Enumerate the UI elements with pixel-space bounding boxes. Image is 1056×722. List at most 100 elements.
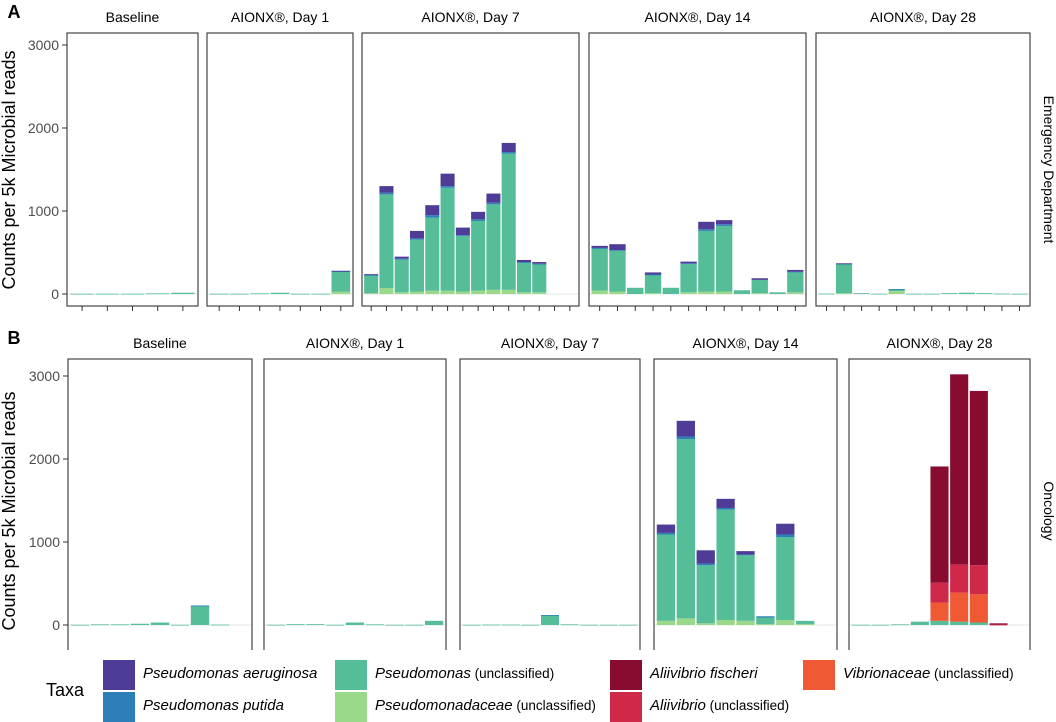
bar-segment [394, 258, 409, 260]
bar-segment [486, 193, 501, 203]
facet-1-4: AIONX®, Day 28 [848, 335, 1031, 650]
facet-1-2: AIONX®, Day 7 [459, 335, 641, 650]
bar-segment [969, 594, 988, 623]
bar-segment [385, 624, 404, 626]
legend-suffix: (unclassified) [705, 698, 790, 713]
bar-segment [736, 555, 755, 621]
y-axis-label: Counts per 5k Microbial reads [0, 50, 19, 289]
bar-segment [609, 250, 626, 251]
bar-segment [591, 290, 608, 294]
bar-segment [776, 537, 795, 621]
bar-segment [394, 256, 409, 259]
bar-segment [941, 293, 958, 294]
bar-segment [662, 287, 679, 294]
bar-segment [656, 524, 676, 533]
legend-swatch [103, 692, 135, 722]
bar-segment [958, 292, 975, 294]
bar-segment [591, 245, 608, 248]
bar-segment [716, 498, 735, 508]
y-tick-label: 0 [51, 286, 59, 302]
bar-segment [787, 272, 804, 293]
bar-segment [989, 624, 1008, 626]
bar-segment [311, 293, 330, 295]
stacked-bar-chart: A Counts per 5k Microbial reads 0 1000 2000 3… [0, 2, 1056, 650]
bar-segment [306, 624, 325, 625]
bar-segment [769, 292, 786, 294]
bar-segment [394, 259, 409, 293]
bar-segment [656, 620, 676, 625]
bar-segment [482, 624, 501, 626]
bar-segment [950, 621, 969, 625]
bar-segment [591, 248, 608, 291]
bar-segment [521, 624, 540, 626]
bar-segment [950, 564, 969, 593]
bar-segment [716, 509, 735, 621]
bar-segment [405, 624, 424, 626]
bar-segment [696, 623, 715, 625]
bar-segment [733, 290, 751, 294]
bar-segment [331, 270, 351, 272]
bar-segment [120, 293, 145, 295]
bar-segment [680, 263, 697, 265]
bar-segment [736, 554, 755, 556]
legend-suffix: (unclassified) [470, 666, 555, 681]
bar-segment [676, 618, 695, 625]
legend-name: Aliivibrio fischeri [650, 665, 758, 682]
bar-segment [969, 565, 988, 595]
bar-segment [516, 262, 532, 293]
bar-segment [110, 624, 130, 626]
bar-segment [836, 293, 853, 294]
bar-segment [644, 293, 662, 294]
bar-segment [90, 624, 110, 626]
bar-segment [455, 235, 470, 292]
bar-segment [440, 290, 455, 294]
facet-title: AIONX®, Day 14 [692, 335, 798, 351]
bar-segment [716, 507, 735, 510]
bar-segment [676, 420, 695, 437]
bar-segment [976, 293, 993, 294]
bar-segment [331, 291, 351, 294]
bar-segment [516, 259, 532, 263]
bar-segment [532, 262, 547, 264]
bar-segment [440, 186, 455, 188]
y-tick-label: 1000 [29, 534, 60, 550]
bar-segment [532, 264, 547, 293]
bar-segment [501, 153, 516, 290]
facet-title: AIONX®, Day 1 [306, 335, 404, 351]
panel-frame [361, 32, 580, 307]
facet-1-3: AIONX®, Day 14 [653, 335, 838, 650]
panel-frame [67, 358, 253, 650]
bar-segment [331, 271, 351, 292]
bar-segment [345, 622, 365, 625]
bar-segment [532, 263, 547, 265]
bar-segment [736, 551, 755, 555]
bar-segment [930, 602, 949, 621]
bar-segment [440, 187, 455, 291]
legend-name: Pseudomonas [375, 665, 471, 682]
bar-segment [696, 565, 715, 624]
facet-title: Baseline [133, 335, 187, 351]
bar-segment [170, 624, 190, 626]
bar-segment [888, 291, 905, 294]
facet-title: Baseline [106, 9, 160, 25]
legend-swatch [803, 660, 835, 690]
bar-segment [910, 621, 929, 625]
bar-segment [644, 274, 662, 276]
legend-name: Pseudomonas putida [143, 697, 284, 714]
bar-segment [716, 291, 733, 294]
bar-segment [644, 274, 662, 294]
bar-segment [716, 225, 733, 292]
y-tick-label: 2000 [28, 120, 59, 136]
bar-segment [250, 293, 270, 295]
bar-segment [930, 620, 949, 625]
bar-segment [656, 532, 676, 535]
bar-segment [609, 244, 626, 251]
bar-segment [230, 293, 249, 295]
y-tick-label: 0 [52, 617, 60, 633]
facet-title: AIONX®, Day 7 [421, 9, 519, 25]
bar-segment [455, 235, 470, 236]
facet-title: AIONX®, Day 14 [644, 9, 750, 25]
bar-segment [425, 620, 444, 625]
bar-segment [190, 605, 210, 625]
facet-0-1: AIONX®, Day 1 [206, 9, 354, 311]
